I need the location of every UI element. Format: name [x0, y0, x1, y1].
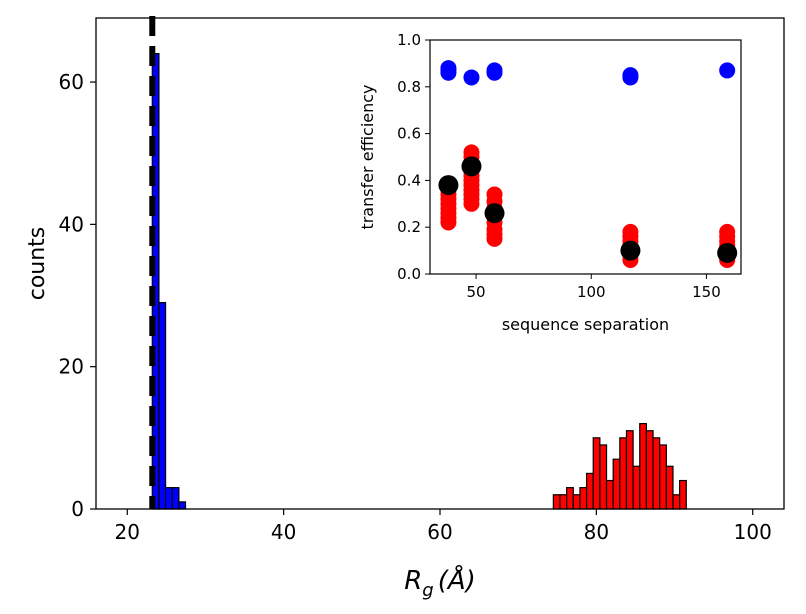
scatter-point-black-2: [484, 203, 505, 224]
y-tick-label: 40: [59, 212, 84, 236]
hist-bar-red-13: [639, 423, 647, 510]
inset-scatter-panel: 50 100 150 0.0 0.2 0.4 0.6 0.8 1.0 sequence separ…: [358, 31, 742, 334]
hist-bar-blue-2: [164, 487, 173, 510]
hist-bar-red-19: [679, 479, 687, 510]
scatter-point-blue-2: [440, 60, 457, 77]
hist-bar-red-11: [625, 430, 634, 510]
hist-bar-red-18: [672, 494, 681, 510]
hist-bar-red-5: [585, 472, 594, 510]
scatter-point-blue-8: [719, 62, 736, 79]
y-tick-label: 60: [59, 70, 84, 94]
x-tick-label: 40: [271, 520, 296, 544]
scatter-point-black-0: [438, 175, 459, 196]
scatter-point-red-26: [486, 186, 503, 203]
x-axis-label: Rg (Å): [404, 564, 476, 601]
hist-bar-red-1: [559, 494, 568, 510]
scatter-point-red-33: [622, 223, 639, 240]
inset-x-tick-label: 150: [692, 283, 721, 301]
inset-y-tick-label: 0.0: [397, 265, 421, 283]
y-tick-label: 20: [59, 355, 84, 379]
scatter-point-red-40: [719, 223, 736, 240]
scatter-point-black-3: [620, 240, 641, 261]
x-tick-label: 60: [427, 520, 452, 544]
hist-bar-blue-4: [178, 501, 187, 510]
inset-y-tick-label: 0.2: [397, 218, 421, 236]
hist-bar-red-12: [632, 465, 641, 510]
hist-bar-red-6: [592, 437, 601, 510]
y-axis-label: counts: [25, 227, 50, 301]
y-tick-label: 0: [71, 497, 84, 521]
scatter-point-red-18: [463, 144, 480, 161]
histogram-panel: 20 40 60 80 100 0 20 40 60 counts Rg (Å): [25, 16, 785, 601]
hist-bar-red-15: [652, 437, 661, 510]
x-tick-label: 80: [584, 520, 609, 544]
inset-y-axis-label: transfer efficiency: [358, 84, 377, 229]
hist-bar-red-3: [572, 494, 581, 510]
hist-bar-red-7: [599, 444, 608, 510]
hist-bar-red-2: [566, 487, 574, 510]
x-tick-label: 100: [734, 520, 772, 544]
inset-x-tick-label: 100: [577, 283, 606, 301]
hist-bar-red-17: [665, 465, 674, 510]
hist-bar-red-10: [619, 437, 628, 510]
scatter-point-blue-3: [463, 69, 480, 86]
inset-y-tick-label: 1.0: [397, 31, 421, 49]
inset-y-tick-label: 0.4: [397, 171, 421, 189]
scatter-point-black-4: [717, 242, 738, 263]
hist-bar-blue-3: [171, 487, 180, 510]
hist-bar-red-16: [659, 444, 667, 510]
scatter-point-black-1: [461, 156, 482, 177]
inset-x-axis-label: sequence separation: [502, 315, 669, 334]
scatter-point-blue-5: [486, 62, 503, 79]
hist-bar-red-8: [605, 479, 614, 510]
hist-bar-red-0: [552, 494, 561, 510]
hist-bar-red-14: [645, 430, 654, 510]
hist-bar-red-4: [579, 487, 588, 510]
inset-axes-frame: [429, 39, 742, 275]
scatter-point-blue-7: [622, 67, 639, 84]
inset-background: [430, 40, 741, 274]
hist-bar-red-9: [612, 458, 621, 510]
x-tick-label: 20: [115, 520, 140, 544]
inset-y-tick-label: 0.6: [397, 125, 421, 143]
hist-bar-blue-1: [158, 302, 167, 510]
inset-x-tick-label: 50: [467, 283, 486, 301]
inset-y-tick-label: 0.8: [397, 78, 421, 96]
